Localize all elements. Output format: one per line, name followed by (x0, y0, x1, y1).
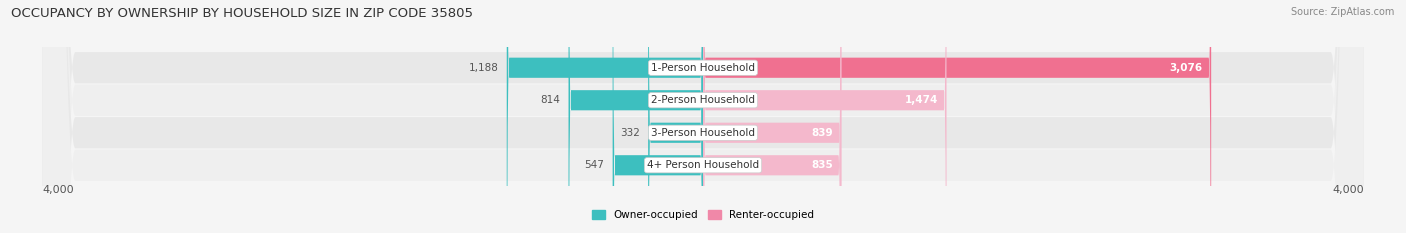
Text: 835: 835 (811, 160, 832, 170)
FancyBboxPatch shape (703, 0, 841, 233)
FancyBboxPatch shape (648, 0, 703, 233)
Text: 1,188: 1,188 (468, 63, 499, 73)
Text: 2-Person Household: 2-Person Household (651, 95, 755, 105)
Legend: Owner-occupied, Renter-occupied: Owner-occupied, Renter-occupied (592, 210, 814, 220)
FancyBboxPatch shape (42, 0, 1364, 233)
FancyBboxPatch shape (703, 0, 842, 233)
Text: 332: 332 (620, 128, 640, 138)
Text: 3-Person Household: 3-Person Household (651, 128, 755, 138)
FancyBboxPatch shape (42, 0, 1364, 233)
FancyBboxPatch shape (506, 0, 703, 233)
Text: 839: 839 (811, 128, 834, 138)
FancyBboxPatch shape (703, 0, 946, 233)
Text: OCCUPANCY BY OWNERSHIP BY HOUSEHOLD SIZE IN ZIP CODE 35805: OCCUPANCY BY OWNERSHIP BY HOUSEHOLD SIZE… (11, 7, 474, 20)
FancyBboxPatch shape (42, 0, 1364, 233)
Text: 3,076: 3,076 (1170, 63, 1204, 73)
Text: 1-Person Household: 1-Person Household (651, 63, 755, 73)
Text: 4,000: 4,000 (42, 185, 73, 195)
Text: 4,000: 4,000 (1333, 185, 1364, 195)
Text: 1,474: 1,474 (905, 95, 938, 105)
Text: 547: 547 (585, 160, 605, 170)
Text: 4+ Person Household: 4+ Person Household (647, 160, 759, 170)
FancyBboxPatch shape (42, 0, 1364, 233)
FancyBboxPatch shape (703, 0, 1211, 233)
Text: 814: 814 (540, 95, 560, 105)
FancyBboxPatch shape (568, 0, 703, 233)
Text: Source: ZipAtlas.com: Source: ZipAtlas.com (1291, 7, 1395, 17)
FancyBboxPatch shape (613, 0, 703, 233)
